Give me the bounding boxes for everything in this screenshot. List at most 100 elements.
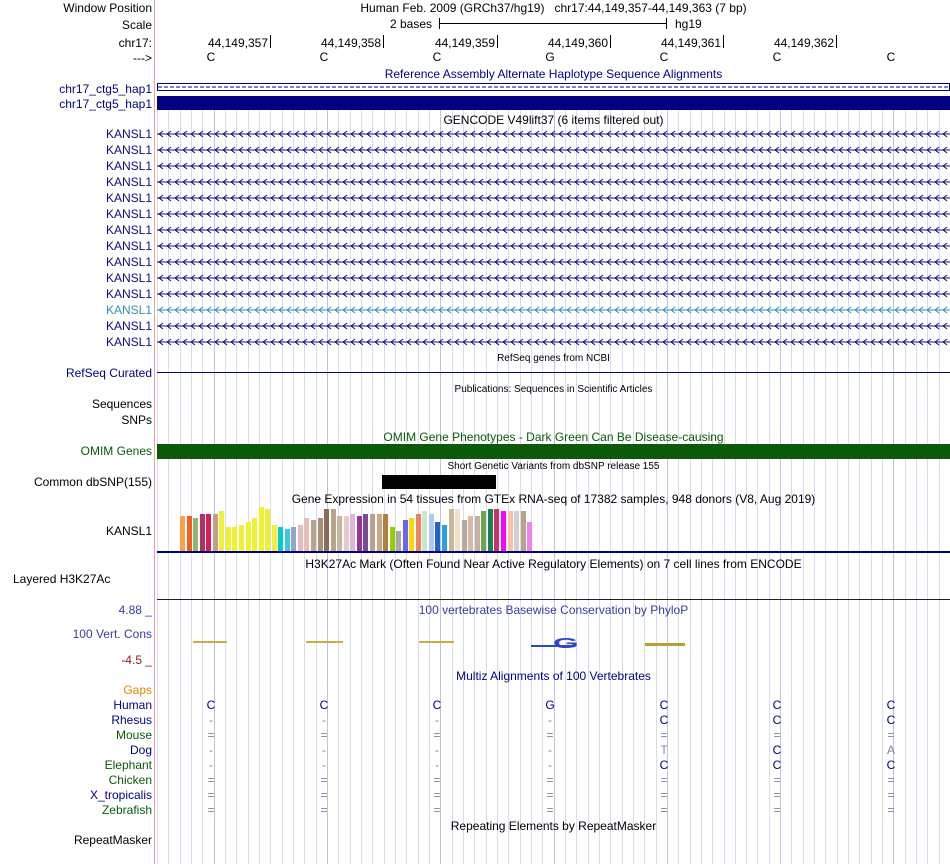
gencode-transcript-label[interactable]: KANSL1	[105, 207, 152, 221]
h3k27ac-label[interactable]: Layered H3K27Ac	[13, 572, 111, 586]
reference-base[interactable]: C	[206, 50, 216, 64]
gtex-tissue-bar[interactable]	[396, 531, 401, 551]
multiz-species-label[interactable]: Elephant	[104, 758, 152, 772]
gtex-tissue-bar[interactable]	[311, 520, 316, 551]
window-position-value[interactable]: Human Feb. 2009 (GRCh37/hg19) chr17:44,1…	[360, 1, 747, 15]
gtex-tissue-bar[interactable]	[462, 520, 467, 551]
gtex-tissue-bar[interactable]	[377, 514, 382, 551]
gencode-transcript-label[interactable]: KANSL1	[105, 127, 152, 141]
reference-base[interactable]: C	[659, 50, 669, 64]
gtex-label[interactable]: KANSL1	[105, 524, 152, 538]
gtex-tissue-bar[interactable]	[370, 514, 375, 551]
gtex-tissue-bar[interactable]	[383, 514, 388, 551]
gencode-transcript-intron[interactable]	[157, 130, 950, 138]
gtex-tissue-bar[interactable]	[331, 509, 336, 551]
gencode-transcript-label[interactable]: KANSL1	[105, 175, 152, 189]
gencode-transcript-intron[interactable]	[157, 322, 950, 330]
multiz-species-label[interactable]: Dog	[129, 743, 152, 757]
gencode-transcript-label[interactable]: KANSL1	[105, 335, 152, 349]
gtex-tissue-bar[interactable]	[468, 516, 473, 551]
gtex-tissue-bar[interactable]	[449, 509, 454, 551]
gencode-transcript-intron[interactable]	[157, 178, 950, 186]
gencode-transcript-label[interactable]: KANSL1	[105, 303, 152, 317]
gencode-transcript-label[interactable]: KANSL1	[105, 255, 152, 269]
gtex-tissue-bar[interactable]	[390, 527, 395, 551]
gencode-transcript-label[interactable]: KANSL1	[105, 239, 152, 253]
gtex-tissue-bar[interactable]	[481, 511, 486, 551]
gencode-transcript-intron[interactable]	[157, 258, 950, 266]
gencode-transcript-label[interactable]: KANSL1	[105, 319, 152, 333]
multiz-species-label[interactable]: Chicken	[108, 773, 152, 787]
gtex-tissue-bar[interactable]	[508, 511, 513, 551]
omim-feature[interactable]	[157, 444, 950, 459]
gtex-tissue-bar[interactable]	[318, 518, 323, 551]
phylop-logo-row[interactable]: G	[157, 634, 950, 654]
gtex-tissue-bar[interactable]	[187, 516, 192, 551]
reference-base[interactable]: C	[432, 50, 442, 64]
gtex-tissue-bars[interactable]	[180, 507, 540, 551]
dbsnp-title[interactable]: Short Genetic Variants from dbSNP releas…	[447, 461, 660, 472]
gtex-tissue-bar[interactable]	[278, 527, 283, 551]
gtex-tissue-bar[interactable]	[416, 514, 421, 551]
gtex-tissue-bar[interactable]	[409, 518, 414, 551]
gtex-tissue-bar[interactable]	[213, 514, 218, 551]
gtex-tissue-bar[interactable]	[304, 518, 309, 551]
alt-haplotype-feature-outline[interactable]	[157, 83, 950, 92]
gtex-tissue-bar[interactable]	[403, 520, 408, 551]
gtex-tissue-bar[interactable]	[494, 509, 499, 551]
multiz-species-label[interactable]: Zebrafish	[101, 803, 152, 817]
gencode-transcript-intron[interactable]	[157, 162, 950, 170]
gtex-tissue-bar[interactable]	[298, 525, 303, 551]
publications-sequences-label[interactable]: Sequences	[91, 397, 152, 411]
alt-haplotype-label-1[interactable]: chr17_ctg5_hap1	[59, 82, 152, 96]
repeatmasker-title[interactable]: Repeating Elements by RepeatMasker	[450, 819, 657, 833]
alt-haplotype-label-2[interactable]: chr17_ctg5_hap1	[59, 97, 152, 111]
gencode-transcript-label[interactable]: KANSL1	[105, 191, 152, 205]
gencode-transcript-intron[interactable]	[157, 290, 950, 298]
dbsnp-label[interactable]: Common dbSNP(155)	[33, 475, 152, 489]
multiz-species-label[interactable]: Rhesus	[111, 713, 152, 727]
gtex-tissue-bar[interactable]	[501, 511, 506, 551]
gtex-tissue-bar[interactable]	[265, 509, 270, 551]
alt-haplotype-feature-solid[interactable]	[157, 96, 950, 110]
phylop-label[interactable]: 100 Vert. Cons	[72, 627, 152, 641]
refseq-title[interactable]: RefSeq genes from NCBI	[497, 353, 610, 364]
gtex-tissue-bar[interactable]	[363, 514, 368, 551]
gencode-transcript-intron[interactable]	[157, 274, 950, 282]
gtex-tissue-bar[interactable]	[226, 527, 231, 551]
reference-base[interactable]: C	[886, 50, 896, 64]
gtex-tissue-bar[interactable]	[514, 511, 519, 551]
gtex-tissue-bar[interactable]	[442, 525, 447, 551]
gtex-tissue-bar[interactable]	[350, 514, 355, 551]
repeatmasker-label[interactable]: RepeatMasker	[73, 833, 152, 847]
multiz-gaps-label[interactable]: Gaps	[123, 683, 152, 697]
multiz-title[interactable]: Multiz Alignments of 100 Vertebrates	[456, 669, 651, 683]
gencode-transcript-intron[interactable]	[157, 306, 950, 314]
gencode-transcript-label[interactable]: KANSL1	[105, 143, 152, 157]
gencode-transcript-intron[interactable]	[157, 226, 950, 234]
gencode-transcript-intron[interactable]	[157, 194, 950, 202]
publications-title[interactable]: Publications: Sequences in Scientific Ar…	[454, 384, 653, 395]
gtex-tissue-bar[interactable]	[285, 529, 290, 551]
gtex-tissue-bar[interactable]	[252, 518, 257, 551]
gencode-transcript-label[interactable]: KANSL1	[105, 271, 152, 285]
gencode-transcript-label[interactable]: KANSL1	[105, 287, 152, 301]
dbsnp-variant[interactable]	[382, 475, 496, 489]
refseq-feature-line[interactable]	[157, 372, 950, 373]
reference-base[interactable]: C	[772, 50, 782, 64]
gtex-tissue-bar[interactable]	[200, 514, 205, 551]
gencode-transcript-label[interactable]: KANSL1	[105, 223, 152, 237]
reference-base[interactable]: C	[319, 50, 329, 64]
gtex-tissue-bar[interactable]	[246, 522, 251, 551]
gencode-transcript-label[interactable]: KANSL1	[105, 159, 152, 173]
gtex-tissue-bar[interactable]	[455, 509, 460, 551]
h3k27ac-title[interactable]: H3K27Ac Mark (Often Found Near Active Re…	[305, 557, 802, 571]
gtex-tissue-bar[interactable]	[344, 516, 349, 551]
multiz-species-label[interactable]: Mouse	[115, 728, 152, 742]
gtex-tissue-bar[interactable]	[193, 518, 198, 551]
gtex-tissue-bar[interactable]	[337, 516, 342, 551]
publications-snps-label[interactable]: SNPs	[121, 413, 152, 427]
gtex-tissue-bar[interactable]	[429, 514, 434, 551]
multiz-species-label[interactable]: X_tropicalis	[89, 788, 152, 802]
gencode-transcript-intron[interactable]	[157, 242, 950, 250]
